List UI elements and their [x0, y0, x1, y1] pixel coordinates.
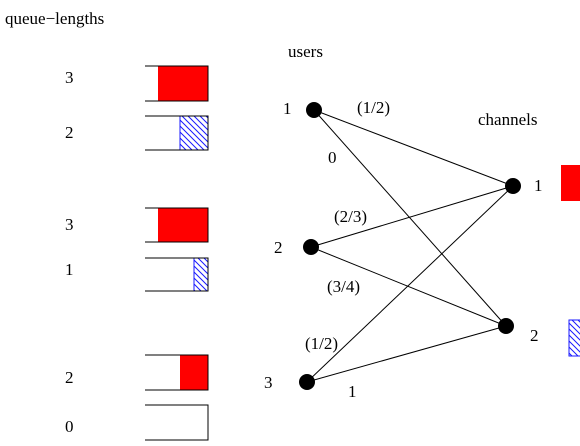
- queue-length-user1-blue: 2: [65, 123, 74, 142]
- queue-user3-empty: [145, 404, 209, 441]
- channel1-packet-red: [561, 165, 580, 201]
- edge-label-user1-channel1: (1/2): [357, 98, 390, 117]
- edge-user1-channel2: [313, 109, 507, 327]
- user-id-1: 1: [283, 99, 292, 118]
- edge-user2-channel2: [310, 246, 507, 327]
- user-node-2: [303, 239, 319, 255]
- user-id-2: 2: [274, 238, 283, 257]
- user-node-3: [299, 374, 315, 390]
- channel-id-1: 1: [534, 176, 543, 195]
- queue-user1-blue: [145, 115, 209, 151]
- channel-id-2: 2: [530, 326, 539, 345]
- queue-length-user3-blue: 0: [65, 417, 74, 436]
- queue-lengths-title: queue−lengths: [5, 9, 104, 28]
- user-node-1: [306, 102, 322, 118]
- edge-label-user3-channel1: (1/2): [305, 334, 338, 353]
- edge-user1-channel1: [313, 109, 514, 187]
- edge-user3-channel1: [306, 185, 514, 383]
- channel-node-2: [498, 318, 514, 334]
- channel2-packet-blue: [568, 319, 580, 357]
- queue-user3-red: [145, 354, 209, 391]
- queue-user1-red: [145, 65, 209, 102]
- edge-label-user2-channel1: (2/3): [334, 207, 367, 226]
- channels-label: channels: [478, 110, 537, 129]
- queue-length-user3-red: 2: [65, 368, 74, 387]
- queue-user2-blue: [145, 257, 209, 292]
- edge-label-user1-channel2: 0: [328, 148, 337, 167]
- edge-label-user2-channel2: (3/4): [327, 277, 360, 296]
- edge-user2-channel1: [310, 185, 514, 248]
- edge-user3-channel2: [306, 325, 507, 383]
- queue-length-user2-blue: 1: [65, 260, 74, 279]
- queue-user2-red: [145, 207, 209, 243]
- edge-label-user3-channel2: 1: [348, 382, 357, 401]
- queue-length-user2-red: 3: [65, 215, 74, 234]
- queue-length-user1-red: 3: [65, 68, 74, 87]
- users-label: users: [288, 42, 323, 61]
- user-id-3: 3: [264, 373, 273, 392]
- channel-node-1: [505, 178, 521, 194]
